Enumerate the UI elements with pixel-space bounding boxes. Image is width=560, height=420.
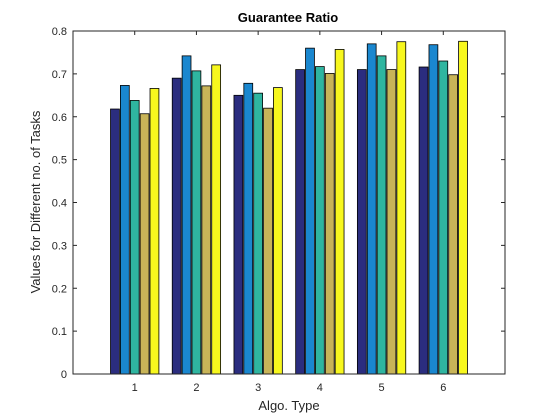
bar bbox=[111, 109, 120, 374]
bar bbox=[459, 41, 468, 374]
bar bbox=[244, 83, 253, 374]
x-tick-label: 6 bbox=[440, 382, 446, 394]
bar bbox=[315, 67, 324, 374]
bar bbox=[150, 88, 159, 374]
bar bbox=[429, 45, 438, 374]
y-tick-label: 0.2 bbox=[52, 283, 67, 295]
bar bbox=[120, 85, 129, 374]
y-tick-label: 0.6 bbox=[52, 112, 67, 124]
bar bbox=[335, 49, 344, 374]
bar bbox=[140, 114, 149, 374]
y-tick-label: 0.5 bbox=[52, 155, 67, 167]
x-tick-label: 2 bbox=[193, 382, 199, 394]
bar bbox=[234, 95, 243, 374]
bar-series bbox=[111, 41, 468, 374]
bar bbox=[367, 44, 376, 374]
y-tick-label: 0.1 bbox=[52, 326, 67, 338]
bar bbox=[449, 75, 458, 374]
bar bbox=[273, 88, 282, 374]
x-tick-label: 1 bbox=[132, 382, 138, 394]
bar bbox=[130, 100, 139, 374]
y-tick-label: 0.4 bbox=[52, 198, 67, 210]
bar bbox=[387, 70, 396, 374]
bar bbox=[182, 56, 191, 374]
x-tick-label: 3 bbox=[255, 382, 261, 394]
x-tick-label: 5 bbox=[379, 382, 385, 394]
bar bbox=[357, 70, 366, 374]
y-tick-label: 0.8 bbox=[52, 26, 67, 38]
bar bbox=[264, 108, 273, 374]
y-axis-title: Values for Different no. of Tasks bbox=[28, 110, 43, 293]
chart-title: Guarantee Ratio bbox=[238, 10, 338, 25]
bar bbox=[254, 93, 263, 374]
bar bbox=[202, 86, 211, 374]
y-tick-label: 0.3 bbox=[52, 240, 67, 252]
bar bbox=[325, 73, 334, 374]
bar bbox=[192, 71, 201, 374]
bar bbox=[212, 65, 221, 374]
bar bbox=[296, 70, 305, 374]
bar bbox=[172, 78, 181, 374]
bar bbox=[377, 56, 386, 374]
x-axis-title: Algo. Type bbox=[258, 398, 319, 413]
bar bbox=[419, 67, 428, 374]
y-tick-label: 0 bbox=[61, 369, 67, 381]
bar bbox=[439, 61, 448, 374]
y-tick-label: 0.7 bbox=[52, 69, 67, 81]
bar bbox=[306, 48, 315, 374]
x-tick-label: 4 bbox=[317, 382, 323, 394]
bar bbox=[397, 42, 406, 374]
